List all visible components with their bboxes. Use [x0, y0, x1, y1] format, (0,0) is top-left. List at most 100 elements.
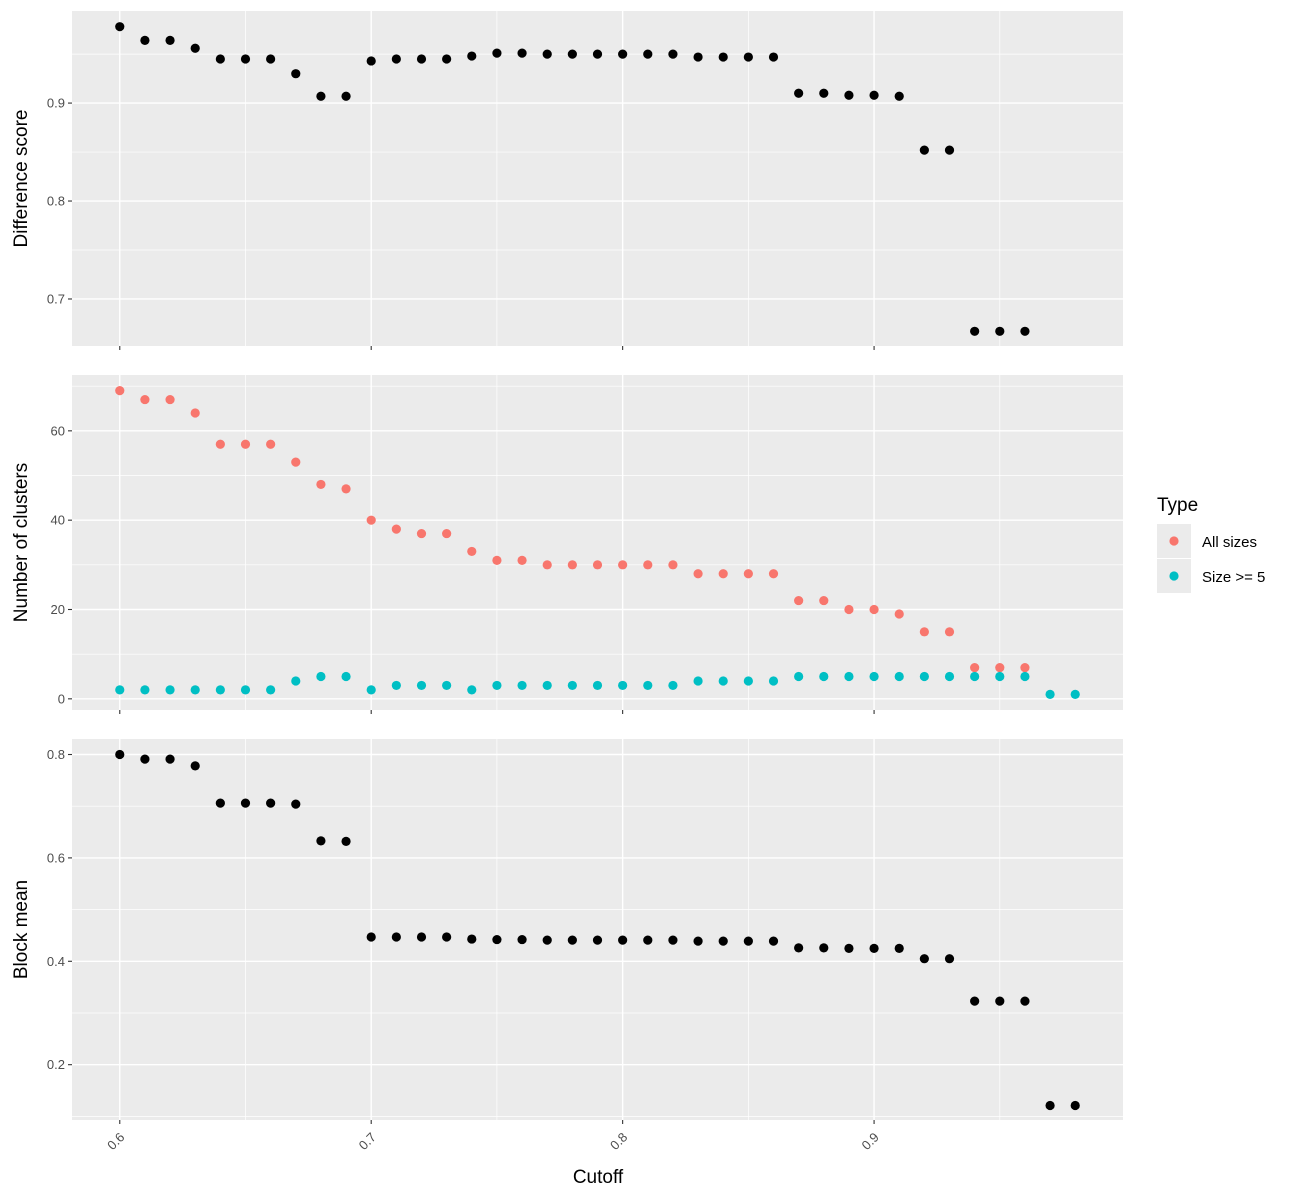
data-point: [316, 671, 326, 682]
data-point: [718, 936, 728, 946]
y-tick-label: 0.7: [47, 291, 65, 306]
data-point: [567, 49, 577, 59]
data-point: [693, 569, 703, 579]
data-point: [467, 546, 477, 557]
data-point: [115, 685, 125, 695]
legend: Type All sizes Size >= 5: [1157, 495, 1265, 593]
data-point: [869, 671, 879, 682]
data-point: [140, 394, 150, 405]
facet-panel-2: 0.2 0.4 0.6 0.8 Block mean: [11, 739, 1123, 1124]
legend-key-all-sizes: [1169, 536, 1179, 546]
data-point: [618, 49, 628, 59]
y-tick-label: 0.9: [47, 96, 65, 111]
legend-label-size-ge-5: Size >= 5: [1202, 569, 1265, 586]
data-point: [718, 676, 728, 686]
x-tick-label: 0.9: [858, 1130, 881, 1153]
data-point: [517, 934, 527, 945]
data-point: [819, 943, 829, 953]
data-point: [467, 51, 477, 61]
data-point: [1070, 1100, 1080, 1111]
data-point: [693, 676, 703, 686]
data-point: [467, 934, 477, 944]
data-point: [366, 685, 376, 695]
data-point: [115, 22, 125, 32]
data-point: [668, 49, 678, 59]
data-point: [618, 935, 628, 945]
x-tick-label: 0.7: [356, 1130, 379, 1153]
legend-title: Type: [1157, 495, 1198, 516]
data-point: [467, 685, 477, 695]
data-point: [743, 676, 753, 686]
data-point: [869, 90, 879, 100]
data-point: [768, 569, 779, 579]
data-point: [391, 680, 401, 691]
data-point: [768, 52, 779, 62]
data-point: [215, 798, 225, 808]
y-tick-label: 0.8: [47, 747, 65, 762]
data-point: [291, 676, 301, 686]
data-point: [794, 88, 804, 98]
data-point: [668, 560, 678, 570]
data-point: [869, 943, 879, 953]
data-point: [718, 569, 728, 579]
y-tick-label: 0.6: [47, 850, 65, 865]
data-point: [391, 932, 401, 942]
y-tick-label: 0.8: [47, 194, 65, 209]
data-point: [115, 749, 125, 760]
data-point: [844, 90, 854, 100]
series-1-0: [115, 386, 1030, 673]
data-point: [140, 35, 150, 45]
y-axis-title: Block mean: [11, 880, 32, 979]
data-point: [819, 88, 829, 98]
data-point: [190, 761, 200, 771]
data-point: [794, 595, 804, 606]
y-tick-label: 0.4: [47, 954, 65, 969]
legend-label-all-sizes: All sizes: [1202, 534, 1257, 551]
y-tick-label: 0: [58, 691, 65, 706]
data-point: [592, 49, 603, 59]
data-point: [140, 685, 150, 695]
data-point: [944, 145, 955, 155]
data-point: [693, 52, 703, 62]
y-axis-title: Number of clusters: [11, 463, 32, 622]
data-point: [240, 439, 251, 449]
data-point: [1045, 689, 1055, 699]
data-point: [794, 671, 804, 682]
series-1-1: [115, 671, 1080, 699]
data-point: [618, 560, 628, 570]
data-point: [492, 934, 502, 945]
data-point: [542, 49, 552, 59]
data-point: [341, 671, 351, 682]
data-point: [165, 685, 175, 695]
data-point: [215, 685, 225, 695]
data-point: [391, 54, 401, 64]
data-point: [743, 569, 753, 579]
data-point: [768, 676, 779, 686]
data-point: [894, 91, 904, 101]
data-point: [240, 798, 251, 808]
data-point: [341, 484, 351, 494]
data-point: [391, 524, 401, 534]
panel-background: [72, 375, 1123, 710]
data-point: [316, 479, 326, 490]
y-tick-label: 20: [51, 602, 65, 617]
y-tick-label: 60: [51, 423, 65, 438]
data-point: [819, 595, 829, 606]
data-point: [995, 326, 1005, 336]
data-point: [794, 943, 804, 953]
data-point: [919, 627, 929, 637]
data-point: [542, 560, 552, 570]
data-point: [266, 798, 276, 808]
data-point: [416, 680, 427, 691]
data-point: [416, 932, 427, 942]
data-point: [542, 935, 552, 945]
data-point: [442, 932, 452, 942]
data-point: [316, 91, 326, 101]
legend-key-size-ge-5: [1169, 571, 1179, 581]
data-point: [1020, 326, 1030, 336]
data-point: [240, 54, 251, 64]
data-point: [567, 560, 577, 570]
data-point: [366, 56, 376, 66]
data-point: [492, 48, 502, 58]
